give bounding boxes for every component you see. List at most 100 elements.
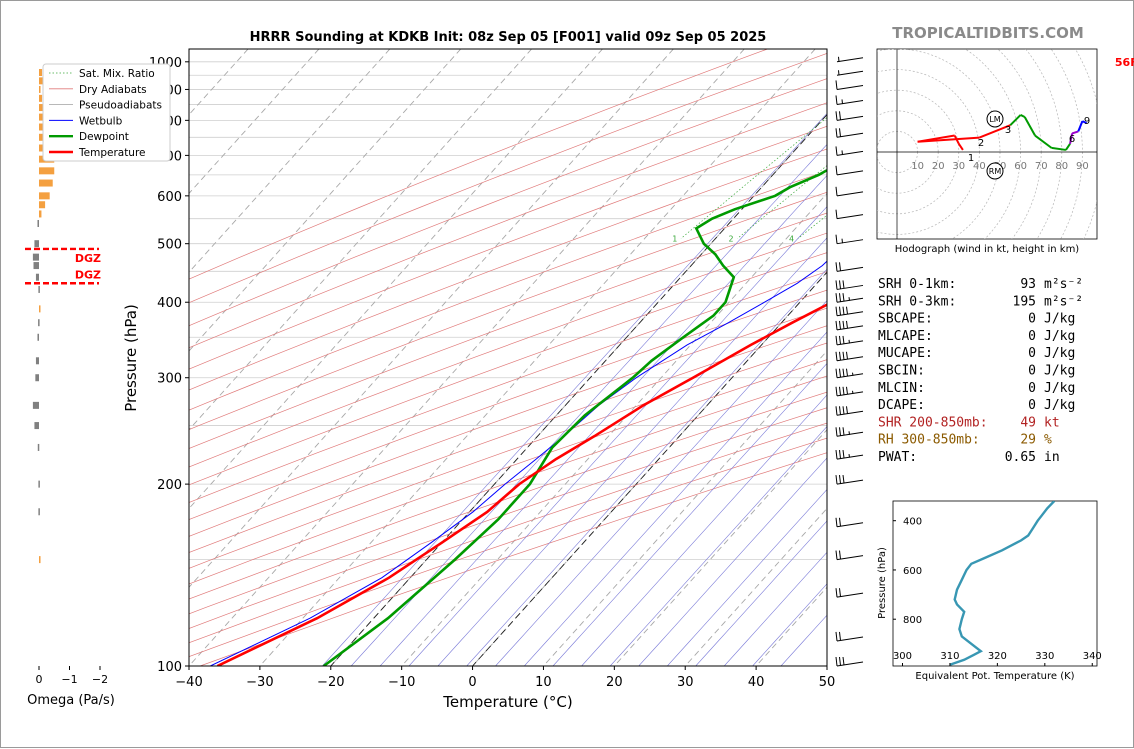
omega-bar bbox=[39, 180, 53, 187]
wind-barb-flag bbox=[840, 369, 841, 378]
wind-barb-flag bbox=[840, 551, 841, 560]
omega-bar bbox=[38, 286, 40, 293]
index-label: PWAT: bbox=[878, 450, 917, 465]
wind-barb-flag bbox=[840, 588, 841, 597]
wind-barb-halfflag bbox=[853, 391, 854, 394]
wind-barb-staff bbox=[837, 100, 863, 104]
wind-barb-flag bbox=[843, 450, 844, 458]
index-label: SBCIN: bbox=[878, 364, 925, 379]
omega-bar bbox=[39, 201, 45, 208]
y-tick-label: 500 bbox=[157, 238, 182, 253]
wind-barb-flag bbox=[847, 352, 848, 360]
theta-x-tick-label: 300 bbox=[893, 651, 912, 662]
index-label: SBCAPE: bbox=[878, 312, 933, 327]
wind-barb bbox=[836, 128, 863, 137]
wind-barb-flag bbox=[836, 95, 837, 104]
wind-barb-flag bbox=[840, 321, 841, 330]
wind-barb-flag bbox=[843, 293, 844, 301]
hodograph-ring-label: 20 bbox=[932, 161, 945, 172]
x-axis-label: Temperature (°C) bbox=[442, 693, 572, 711]
wind-barb-flag bbox=[836, 427, 837, 436]
index-unit: J/kg bbox=[1044, 364, 1075, 379]
theta-x-tick-label: 310 bbox=[940, 651, 959, 662]
wind-barb-flag bbox=[847, 307, 848, 315]
omega-bar bbox=[38, 319, 40, 326]
theta-x-tick-label: 320 bbox=[988, 651, 1007, 662]
theta-x-axis-label: Equivalent Pot. Temperature (K) bbox=[915, 671, 1074, 682]
hodograph-height-label: 2 bbox=[978, 138, 984, 149]
wind-barb-halfflag bbox=[842, 239, 843, 244]
index-value: 0 bbox=[1028, 329, 1036, 344]
wind-barb bbox=[836, 321, 863, 330]
wind-barb-staff bbox=[837, 151, 863, 155]
wind-barb-flag bbox=[840, 450, 841, 459]
y-tick-label: 200 bbox=[157, 478, 182, 493]
wind-barb-halfflag bbox=[849, 297, 850, 301]
wind-barb-flag bbox=[843, 280, 844, 288]
theta-y-axis-label: Pressure (hPa) bbox=[877, 547, 888, 619]
mix-ratio-line bbox=[681, 49, 911, 239]
wind-barb-flag bbox=[840, 518, 841, 527]
wind-barb-flag bbox=[840, 262, 841, 271]
wind-barb-flag bbox=[847, 369, 848, 377]
wind-barb bbox=[836, 450, 863, 459]
wind-barb-flag bbox=[840, 280, 841, 289]
wind-barb-flag bbox=[843, 427, 844, 435]
wind-barb-flag bbox=[836, 80, 837, 89]
wind-barb-flag bbox=[843, 321, 844, 329]
wind-barb-staff bbox=[837, 192, 863, 196]
wind-barb-staff bbox=[837, 240, 863, 244]
wind-barb bbox=[836, 427, 863, 436]
hodograph-height-label: 1 bbox=[968, 153, 974, 164]
index-unit: m²s⁻² bbox=[1044, 294, 1083, 309]
wind-barb-staff bbox=[837, 85, 863, 89]
omega-bar bbox=[39, 69, 42, 76]
wind-barb-flag bbox=[836, 450, 837, 459]
index-value: 0 bbox=[1028, 398, 1036, 413]
wind-barb bbox=[836, 166, 863, 175]
y-tick-label: 100 bbox=[157, 660, 182, 675]
wind-barb bbox=[836, 406, 863, 415]
x-tick-label: −40 bbox=[175, 675, 202, 690]
omega-bar bbox=[37, 220, 39, 227]
hodograph-caption: Hodograph (wind in kt, height in km) bbox=[895, 244, 1080, 255]
omega-bar bbox=[38, 481, 40, 488]
omega-bar bbox=[35, 374, 39, 381]
wind-barb-flag bbox=[840, 336, 841, 345]
wind-barb bbox=[836, 235, 863, 244]
wind-barb-halfflag bbox=[839, 57, 840, 62]
wind-barb bbox=[836, 307, 863, 316]
x-tick-label: 40 bbox=[748, 675, 765, 690]
index-unit: J/kg bbox=[1044, 381, 1075, 396]
wind-barb-halfflag bbox=[849, 340, 850, 344]
omega-bar bbox=[33, 402, 39, 409]
index-value: 93 bbox=[1020, 277, 1036, 292]
omega-axis-label: Omega (Pa/s) bbox=[27, 693, 115, 708]
index-label: MLCAPE: bbox=[878, 329, 933, 344]
wind-barb-flag bbox=[843, 406, 844, 414]
index-value: 0 bbox=[1028, 381, 1036, 396]
wind-barb-flag bbox=[836, 518, 837, 527]
wind-barb-flag bbox=[836, 111, 837, 120]
wind-barb-flag bbox=[836, 280, 837, 289]
omega-bar bbox=[39, 86, 41, 93]
x-tick-label: 0 bbox=[468, 675, 476, 690]
omega-bar bbox=[34, 240, 39, 247]
omega-bar bbox=[39, 95, 42, 102]
wind-barb-flag bbox=[836, 166, 837, 175]
index-value: 0 bbox=[1028, 312, 1036, 327]
x-tick-label: 10 bbox=[535, 675, 552, 690]
wind-barb-staff bbox=[837, 171, 863, 175]
omega-bar bbox=[34, 262, 39, 269]
index-label: DCAPE: bbox=[878, 398, 925, 413]
wind-barb-flag bbox=[843, 657, 844, 665]
surface-temperature-label: 56F bbox=[1115, 56, 1134, 69]
omega-x-tick-label: −2 bbox=[92, 673, 108, 686]
y-tick-label: 600 bbox=[157, 190, 182, 205]
omega-bar bbox=[39, 192, 50, 199]
omega-bar bbox=[39, 556, 41, 563]
wind-barb-flag bbox=[840, 406, 841, 415]
wind-barb-flag bbox=[843, 307, 844, 315]
